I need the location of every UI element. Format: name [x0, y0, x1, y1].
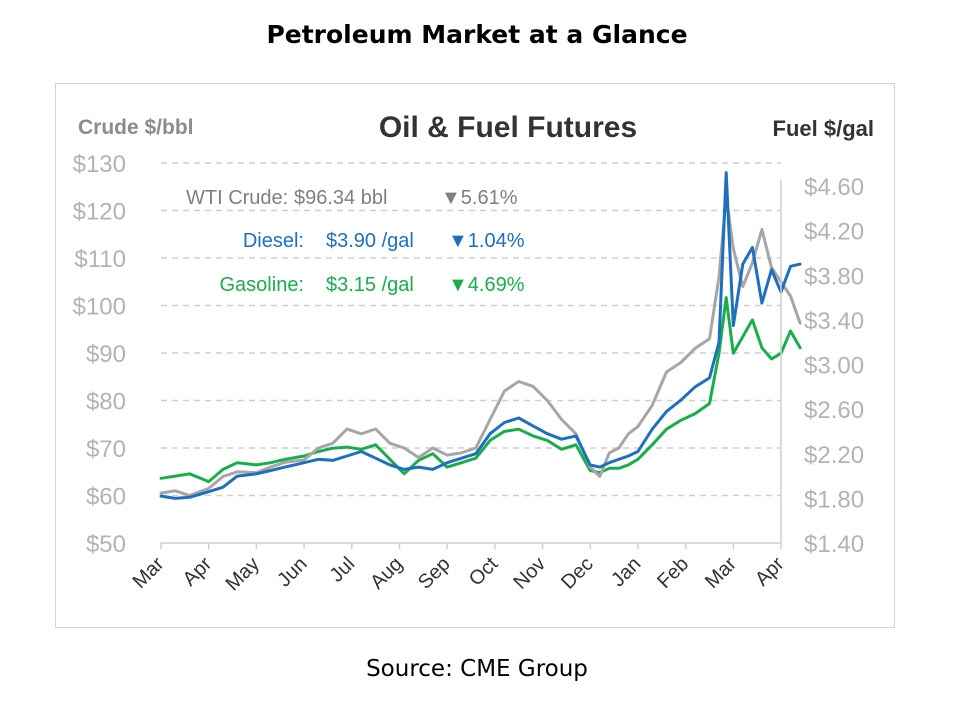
annotation-layer: WTI Crude: $96.34 bbl ▼5.61% Diesel: $3.90 /… — [186, 187, 525, 296]
x-tick-label: Mar — [129, 553, 169, 593]
crude-annotation-label: WTI Crude: — [186, 187, 288, 209]
axis-layer: $130 $120 $110 $100 $90 $80 $70 $60 $50 $4.60 $4.2… — [73, 151, 864, 595]
left-tick-label: $60 — [86, 484, 126, 511]
right-tick-label: $2.20 — [804, 442, 864, 469]
left-tick-label: $130 — [73, 151, 126, 178]
x-tick-label: Mar — [701, 553, 741, 593]
x-tick-label: Apr — [751, 553, 789, 591]
crude-annotation-value: $96.34 bbl — [294, 187, 387, 209]
right-axis-title: Fuel $/gal — [773, 116, 874, 141]
x-tick-label: Jan — [607, 553, 645, 591]
right-tick-label: $4.60 — [804, 174, 864, 201]
x-tick-label: May — [222, 553, 264, 595]
chart-frame: $130 $120 $110 $100 $90 $80 $70 $60 $50 $4.60 $4.2… — [55, 83, 895, 628]
left-tick-label: $90 — [86, 341, 126, 368]
left-tick-label: $50 — [86, 531, 126, 558]
right-tick-label: $3.00 — [804, 353, 864, 380]
source-note: Source: CME Group — [366, 656, 588, 682]
x-tick-label: Oct — [465, 553, 503, 591]
chart-title: Oil & Fuel Futures — [379, 111, 637, 144]
right-tick-label: $3.40 — [804, 308, 864, 335]
x-tick-label: Apr — [179, 553, 217, 591]
gasoline-annotation-label: Gasoline: — [220, 274, 305, 296]
gasoline-annotation-value: $3.15 /gal — [326, 274, 414, 296]
x-tick-label: Jul — [326, 553, 360, 587]
right-tick-label: $1.40 — [804, 531, 864, 558]
chart-svg: $130 $120 $110 $100 $90 $80 $70 $60 $50 $4.60 $4.2… — [73, 111, 874, 595]
crude-annotation-change: ▼5.61% — [441, 187, 518, 209]
right-tick-label: $4.20 — [804, 219, 864, 246]
x-tick-label: Nov — [509, 553, 550, 594]
diesel-annotation-label: Diesel: — [243, 230, 304, 252]
diesel-series-line — [159, 171, 802, 500]
right-tick-label: $1.80 — [804, 486, 864, 513]
right-tick-label: $3.80 — [804, 263, 864, 290]
gasoline-series-line — [159, 296, 802, 484]
x-tick-label: Sep — [414, 553, 455, 594]
x-tick-label: Dec — [557, 553, 598, 594]
page-title: Petroleum Market at a Glance — [266, 20, 688, 49]
x-tick-label: Feb — [653, 553, 693, 593]
series-layer — [159, 171, 802, 500]
left-tick-label: $70 — [86, 436, 126, 463]
x-tick-label: Aug — [366, 553, 407, 594]
diesel-annotation-change: ▼1.04% — [448, 230, 525, 252]
left-tick-label: $100 — [73, 294, 126, 321]
left-tick-label: $110 — [74, 246, 126, 273]
left-tick-label: $80 — [86, 389, 126, 416]
left-axis-title: Crude $/bbl — [78, 116, 194, 139]
diesel-annotation-value: $3.90 /gal — [326, 230, 414, 252]
gasoline-annotation-change: ▼4.69% — [448, 274, 525, 296]
right-tick-label: $2.60 — [804, 397, 864, 424]
grid-layer — [161, 162, 781, 497]
left-tick-label: $120 — [73, 199, 126, 226]
x-tick-label: Jun — [273, 553, 311, 591]
